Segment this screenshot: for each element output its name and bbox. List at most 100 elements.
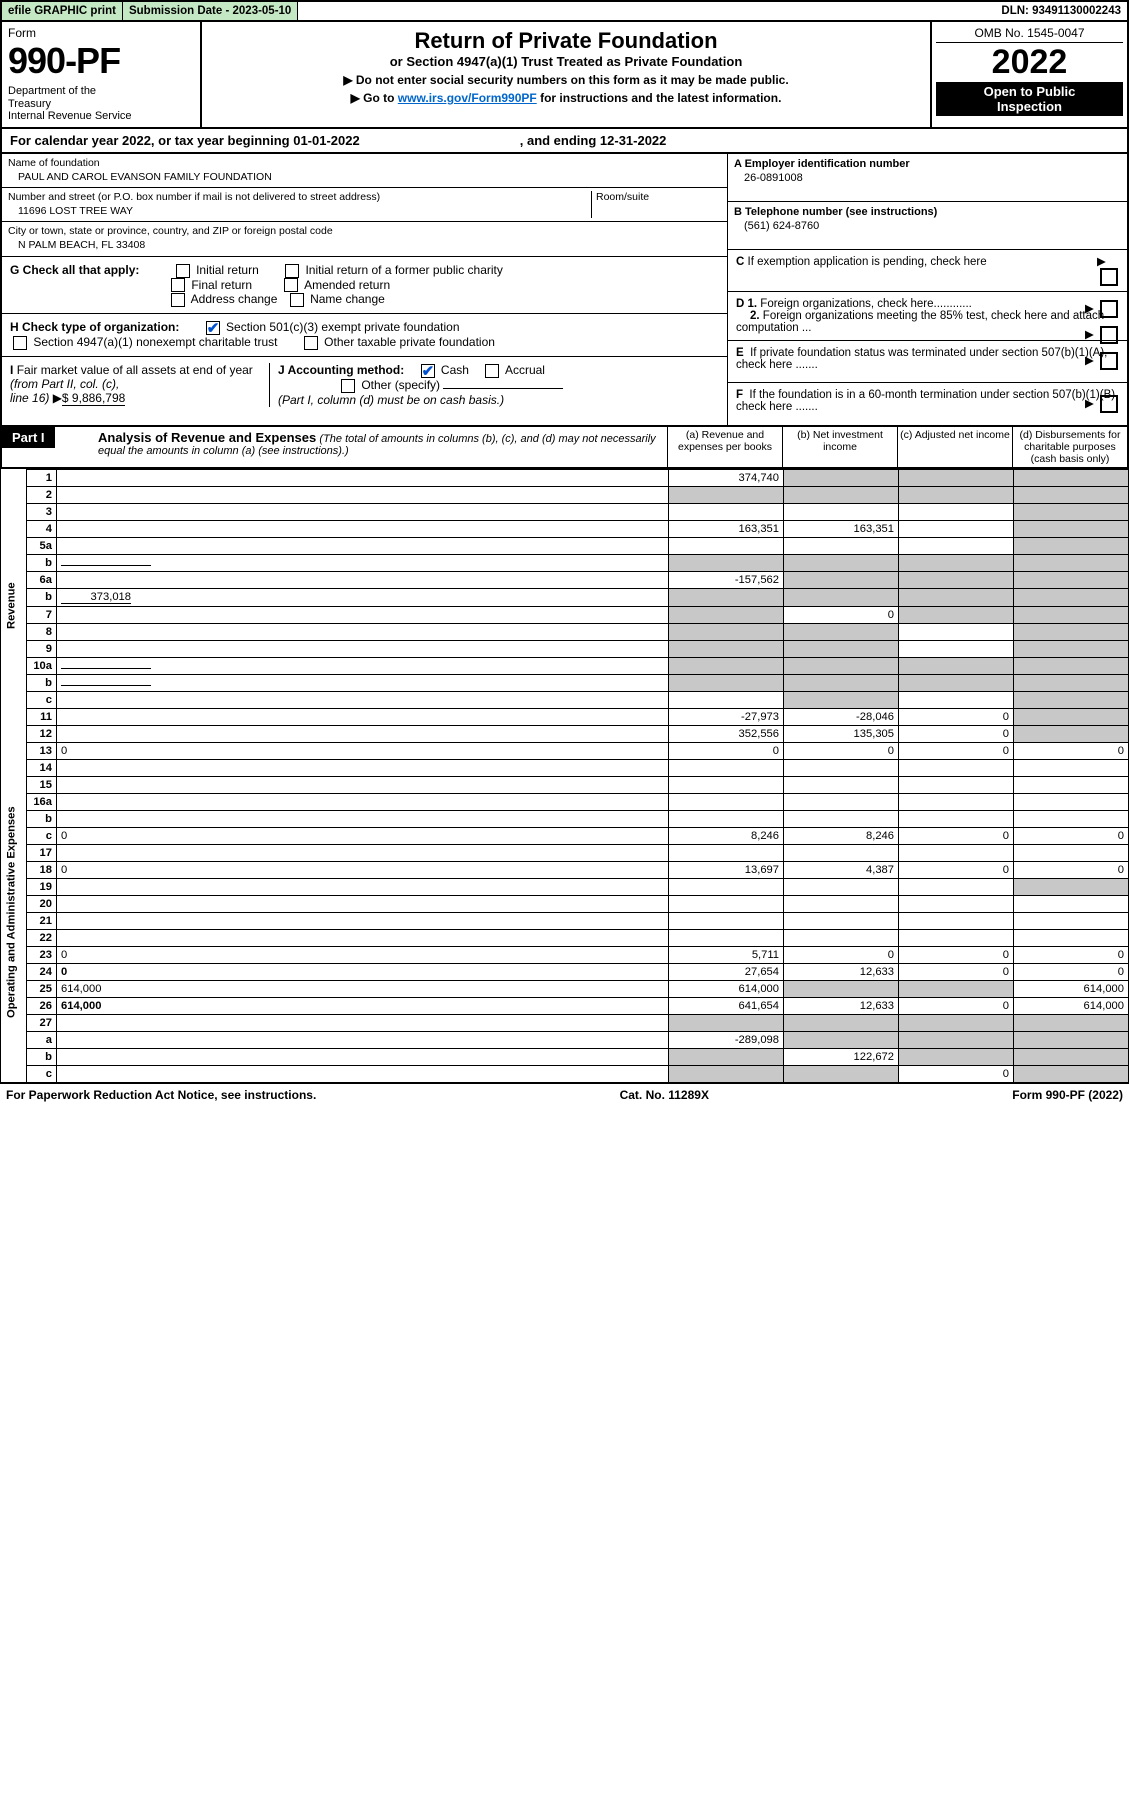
table-row: 6a-157,562: [1, 571, 1129, 588]
table-row: 5a: [1, 537, 1129, 554]
chk-501c3[interactable]: [206, 321, 220, 335]
value-cell: [784, 486, 899, 503]
row-desc: [57, 844, 669, 861]
value-cell: [1014, 640, 1129, 657]
chk-d1[interactable]: [1100, 300, 1118, 318]
value-cell: -157,562: [669, 571, 784, 588]
value-cell: 12,633: [784, 963, 899, 980]
value-cell: [669, 844, 784, 861]
table-row: 8: [1, 623, 1129, 640]
calendar-pre: For calendar year 2022, or tax year begi…: [10, 133, 360, 148]
chk-other-specify[interactable]: [341, 379, 355, 393]
open-public-label: Open to PublicInspection: [936, 82, 1123, 116]
chk-name-change[interactable]: [290, 293, 304, 307]
value-cell: 0: [784, 946, 899, 963]
f-cell: F If the foundation is in a 60-month ter…: [728, 383, 1127, 425]
chk-cash[interactable]: [421, 364, 435, 378]
value-cell: 0: [1014, 963, 1129, 980]
value-cell: [669, 554, 784, 571]
row-desc: [57, 606, 669, 623]
c-label: If exemption application is pending, che…: [748, 256, 987, 268]
value-cell: [1014, 725, 1129, 742]
h-opt-2: Other taxable private foundation: [324, 335, 495, 349]
row-number: 5a: [27, 537, 57, 554]
j-opt-2: Other (specify): [361, 378, 440, 392]
title-block: Return of Private Foundation or Section …: [202, 22, 932, 127]
value-cell: 374,740: [669, 469, 784, 486]
form-link[interactable]: www.irs.gov/Form990PF: [398, 91, 537, 105]
row-number: c: [27, 691, 57, 708]
row-number: 24: [27, 963, 57, 980]
table-row: 4163,351163,351: [1, 520, 1129, 537]
row-desc: [57, 674, 669, 691]
chk-accrual[interactable]: [485, 364, 499, 378]
city-cell: City or town, state or province, country…: [2, 222, 727, 256]
row-number: 17: [27, 844, 57, 861]
value-cell: [1014, 1048, 1129, 1065]
row-number: 15: [27, 776, 57, 793]
row-number: b: [27, 810, 57, 827]
value-cell: [899, 657, 1014, 674]
table-row: c: [1, 691, 1129, 708]
chk-other-taxable[interactable]: [304, 336, 318, 350]
value-cell: [784, 895, 899, 912]
value-cell: [899, 606, 1014, 623]
row-desc: [57, 793, 669, 810]
table-row: 12352,556135,3050: [1, 725, 1129, 742]
value-cell: [899, 810, 1014, 827]
value-cell: [899, 1031, 1014, 1048]
value-cell: [784, 1065, 899, 1082]
value-cell: [669, 776, 784, 793]
value-cell: [784, 878, 899, 895]
chk-amended-return[interactable]: [284, 278, 298, 292]
row-desc: [57, 776, 669, 793]
value-cell: [899, 503, 1014, 520]
row-number: 1: [27, 469, 57, 486]
value-cell: 0: [899, 997, 1014, 1014]
row-desc: [57, 895, 669, 912]
value-cell: [1014, 793, 1129, 810]
row-desc: [57, 725, 669, 742]
row-desc: [57, 503, 669, 520]
table-row: 20: [1, 895, 1129, 912]
value-cell: 614,000: [669, 980, 784, 997]
table-row: 9: [1, 640, 1129, 657]
value-cell: [669, 623, 784, 640]
row-number: 4: [27, 520, 57, 537]
table-row: 17: [1, 844, 1129, 861]
chk-e[interactable]: [1100, 352, 1118, 370]
row-desc: [57, 571, 669, 588]
calendar-mid: , and ending 12-31-2022: [520, 133, 667, 148]
c-cell: C If exemption application is pending, c…: [728, 250, 1127, 292]
chk-initial-return-former[interactable]: [285, 264, 299, 278]
chk-initial-return[interactable]: [176, 264, 190, 278]
value-cell: [1014, 486, 1129, 503]
row-number: 13: [27, 742, 57, 759]
table-row: Revenue1374,740: [1, 469, 1129, 486]
value-cell: [669, 537, 784, 554]
value-cell: 0: [899, 742, 1014, 759]
chk-c[interactable]: [1100, 268, 1118, 286]
footer-right: Form 990-PF (2022): [1012, 1088, 1123, 1102]
table-row: b: [1, 554, 1129, 571]
section-label: Operating and Administrative Expenses: [1, 742, 27, 1082]
main-title: Return of Private Foundation: [212, 28, 920, 54]
value-cell: [669, 691, 784, 708]
chk-address-change[interactable]: [171, 293, 185, 307]
i-text: Fair market value of all assets at end o…: [10, 363, 253, 405]
i-value: $ 9,886,798: [62, 391, 125, 406]
chk-final-return[interactable]: [171, 278, 185, 292]
col-c-header: (c) Adjusted net income: [897, 427, 1012, 467]
row-number: b: [27, 588, 57, 606]
foundation-addr: 11696 LOST TREE WAY: [8, 205, 591, 219]
row-number: c: [27, 1065, 57, 1082]
efile-print-label: efile GRAPHIC print: [2, 2, 123, 20]
value-cell: 0: [784, 606, 899, 623]
value-cell: [784, 793, 899, 810]
chk-4947[interactable]: [13, 336, 27, 350]
value-cell: [669, 810, 784, 827]
value-cell: [1014, 1031, 1129, 1048]
chk-f[interactable]: [1100, 395, 1118, 413]
value-cell: 5,711: [669, 946, 784, 963]
col-d-header: (d) Disbursements for charitable purpose…: [1012, 427, 1127, 467]
